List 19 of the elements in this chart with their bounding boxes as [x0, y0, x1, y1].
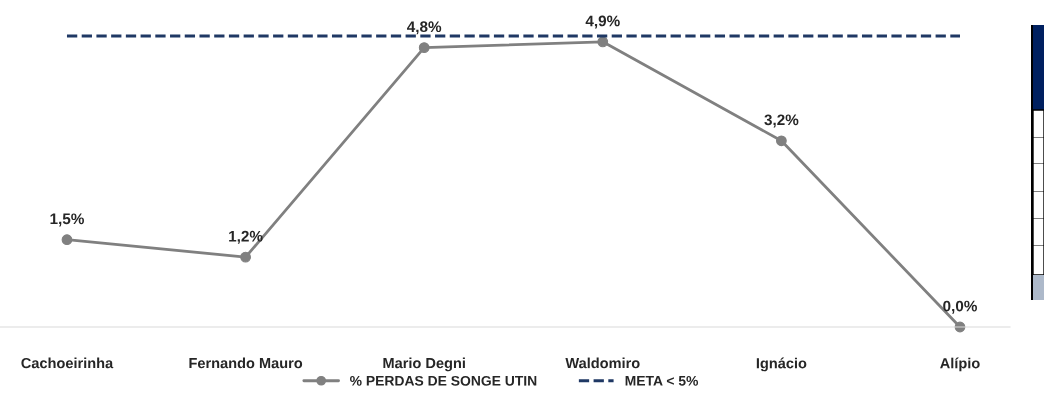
x-tick-label: Alípio [940, 357, 980, 372]
point [61, 234, 73, 246]
data-label: 3,2% [764, 114, 799, 128]
point [597, 36, 609, 48]
legend-label: % PERDAS DE SONGE UTIN [350, 375, 537, 386]
x-tick-label: Waldomiro [565, 357, 640, 369]
data-label: 1,5% [50, 213, 84, 227]
data-label: 4,8% [407, 21, 442, 35]
point [418, 42, 430, 54]
x-tick-label: Ignácio [756, 357, 807, 372]
data-label: 0,0% [943, 300, 977, 314]
point [240, 251, 251, 263]
x-tick-label: Cachoeirinha [21, 357, 114, 369]
point [776, 135, 787, 147]
x-tick-label: Mario Degni [383, 357, 465, 372]
data-label: 1,2% [229, 230, 263, 244]
legend-label: META < 5% [625, 375, 699, 386]
x-tick-label: Fernando Mauro [189, 357, 303, 369]
data-label: 4,9% [585, 15, 620, 29]
